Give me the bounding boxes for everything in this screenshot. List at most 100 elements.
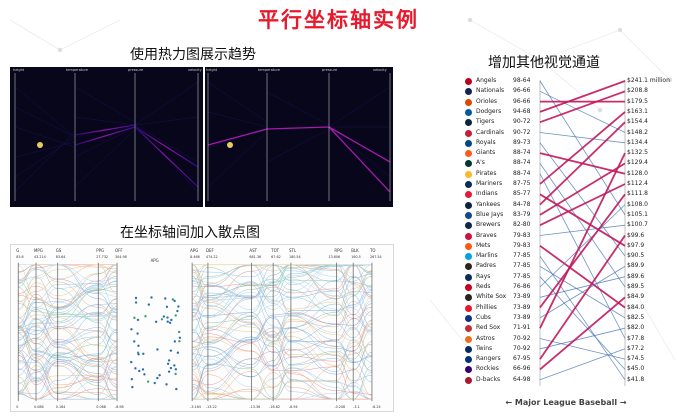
- team-record: 71-91: [513, 324, 531, 332]
- team-payroll: $105.1: [627, 210, 648, 218]
- team-name: Twins: [476, 344, 493, 352]
- team-payroll: $179.5: [627, 97, 648, 105]
- scatter-polyline: [18, 365, 37, 395]
- scatter-polyline: [273, 310, 291, 339]
- scatter-polyline: [18, 355, 37, 372]
- team-name: Angels: [476, 77, 497, 84]
- scatter-polyline: [57, 355, 99, 358]
- scatter-polyline: [290, 280, 337, 316]
- scatter-polyline: [57, 284, 99, 310]
- scatter-polyline: [192, 386, 208, 400]
- scatter-polyline: [290, 340, 337, 358]
- scatter-polyline: [18, 303, 37, 312]
- scatter-polyline: [35, 343, 58, 360]
- heat-axis-label: height: [13, 68, 25, 72]
- team-record: 79-83: [513, 241, 531, 249]
- scatter-polyline: [35, 282, 58, 296]
- scatter-polyline: [290, 341, 337, 373]
- scatter-polyline: [35, 314, 58, 318]
- scatter-polyline: [98, 345, 118, 348]
- scatter-point: [164, 297, 167, 300]
- scatter-polyline: [57, 393, 99, 400]
- scatter-polyline: [192, 306, 208, 331]
- visual-section-title: 增加其他视觉通道: [488, 55, 600, 71]
- scatter-point: [175, 387, 178, 391]
- scatter-axis-label: APG: [190, 248, 198, 253]
- scatter-polyline: [290, 290, 337, 298]
- mlb-team-row: Brewers 82-80: [455, 221, 545, 232]
- scatter-polyline: [251, 282, 274, 311]
- team-logo-icon: [465, 108, 472, 116]
- scatter-polyline: [336, 301, 354, 326]
- team-logo-icon: [465, 139, 472, 147]
- scatter-polyline: [57, 290, 99, 316]
- scatter-polyline: [251, 378, 274, 400]
- scatter-polyline: [192, 336, 208, 348]
- scatter-point: [133, 340, 136, 343]
- mlb-team-row: Blue Jays 83-79: [455, 211, 545, 222]
- scatter-polyline: [353, 310, 373, 338]
- scatter-polyline: [57, 388, 99, 400]
- scatter-point: [130, 360, 133, 364]
- mlb-link-line: [539, 348, 626, 381]
- mlb-link-line: [539, 132, 626, 144]
- scatter-polyline: [35, 269, 58, 279]
- scatter-polyline: [353, 303, 372, 326]
- scatter-polyline: [273, 327, 291, 335]
- scatter-polyline: [57, 359, 99, 383]
- scatter-polyline: [336, 288, 354, 315]
- team-name: Yankees: [476, 200, 501, 208]
- scatter-polyline: [98, 373, 118, 400]
- scatter-polyline: [192, 373, 208, 400]
- scatter-polyline: [207, 305, 252, 324]
- team-record: 73-89: [513, 303, 531, 311]
- scatter-polyline: [98, 365, 118, 387]
- scatter-axis-label: STL: [289, 248, 297, 253]
- scatter-polyline: [353, 276, 372, 289]
- scatter-axis-label: G: [16, 248, 19, 253]
- team-name: Rockies: [476, 365, 499, 373]
- scatter-polyline: [192, 309, 208, 318]
- scatter-polyline: [207, 374, 252, 400]
- scatter-polyline: [207, 301, 252, 323]
- scatter-polyline: [35, 361, 58, 383]
- scatter-polyline: [207, 339, 252, 357]
- scatter-polyline: [273, 365, 291, 392]
- scatter-point: [137, 344, 140, 347]
- mlb-team-row: Mets 79-83: [455, 242, 545, 253]
- scatter-polyline: [207, 355, 252, 377]
- scatter-polyline: [98, 289, 118, 293]
- scatter-polyline: [98, 388, 118, 391]
- scatter-polyline: [35, 346, 58, 373]
- scatter-axis-label: TOT: [270, 248, 280, 253]
- scatter-polyline: [207, 297, 252, 301]
- scatter-polyline: [273, 290, 291, 306]
- scatter-axis-bottom-value: -13.22: [206, 405, 217, 409]
- team-record: 94-68: [513, 107, 531, 115]
- team-logo-icon: [465, 98, 472, 106]
- team-record: 83-79: [513, 210, 531, 218]
- team-logo-icon: [465, 232, 472, 240]
- scatter-polyline: [290, 289, 337, 316]
- scatter-polyline: [18, 332, 37, 362]
- scatter-point: [141, 368, 145, 371]
- scatter-axis-bottom-value: 0.068: [96, 405, 106, 409]
- scatter-axis-label: RPG: [334, 248, 342, 253]
- scatter-polyline: [273, 316, 291, 342]
- scatter-point: [160, 318, 164, 321]
- scatter-polyline: [35, 299, 58, 308]
- scatter-polyline: [290, 288, 337, 294]
- team-name: Rays: [476, 272, 491, 280]
- scatter-polyline: [336, 328, 354, 348]
- team-record: 64-98: [513, 375, 531, 383]
- team-name: Mariners: [476, 180, 503, 187]
- scatter-point: [142, 352, 145, 355]
- scatter-polyline: [57, 304, 99, 324]
- scatter-polyline: [290, 278, 337, 296]
- scatter-point: [130, 328, 133, 331]
- scatter-polyline: [273, 264, 291, 283]
- scatter-polyline: [290, 380, 337, 382]
- scatter-polyline: [336, 292, 354, 297]
- team-logo-icon: [465, 366, 472, 374]
- scatter-polyline: [290, 296, 337, 312]
